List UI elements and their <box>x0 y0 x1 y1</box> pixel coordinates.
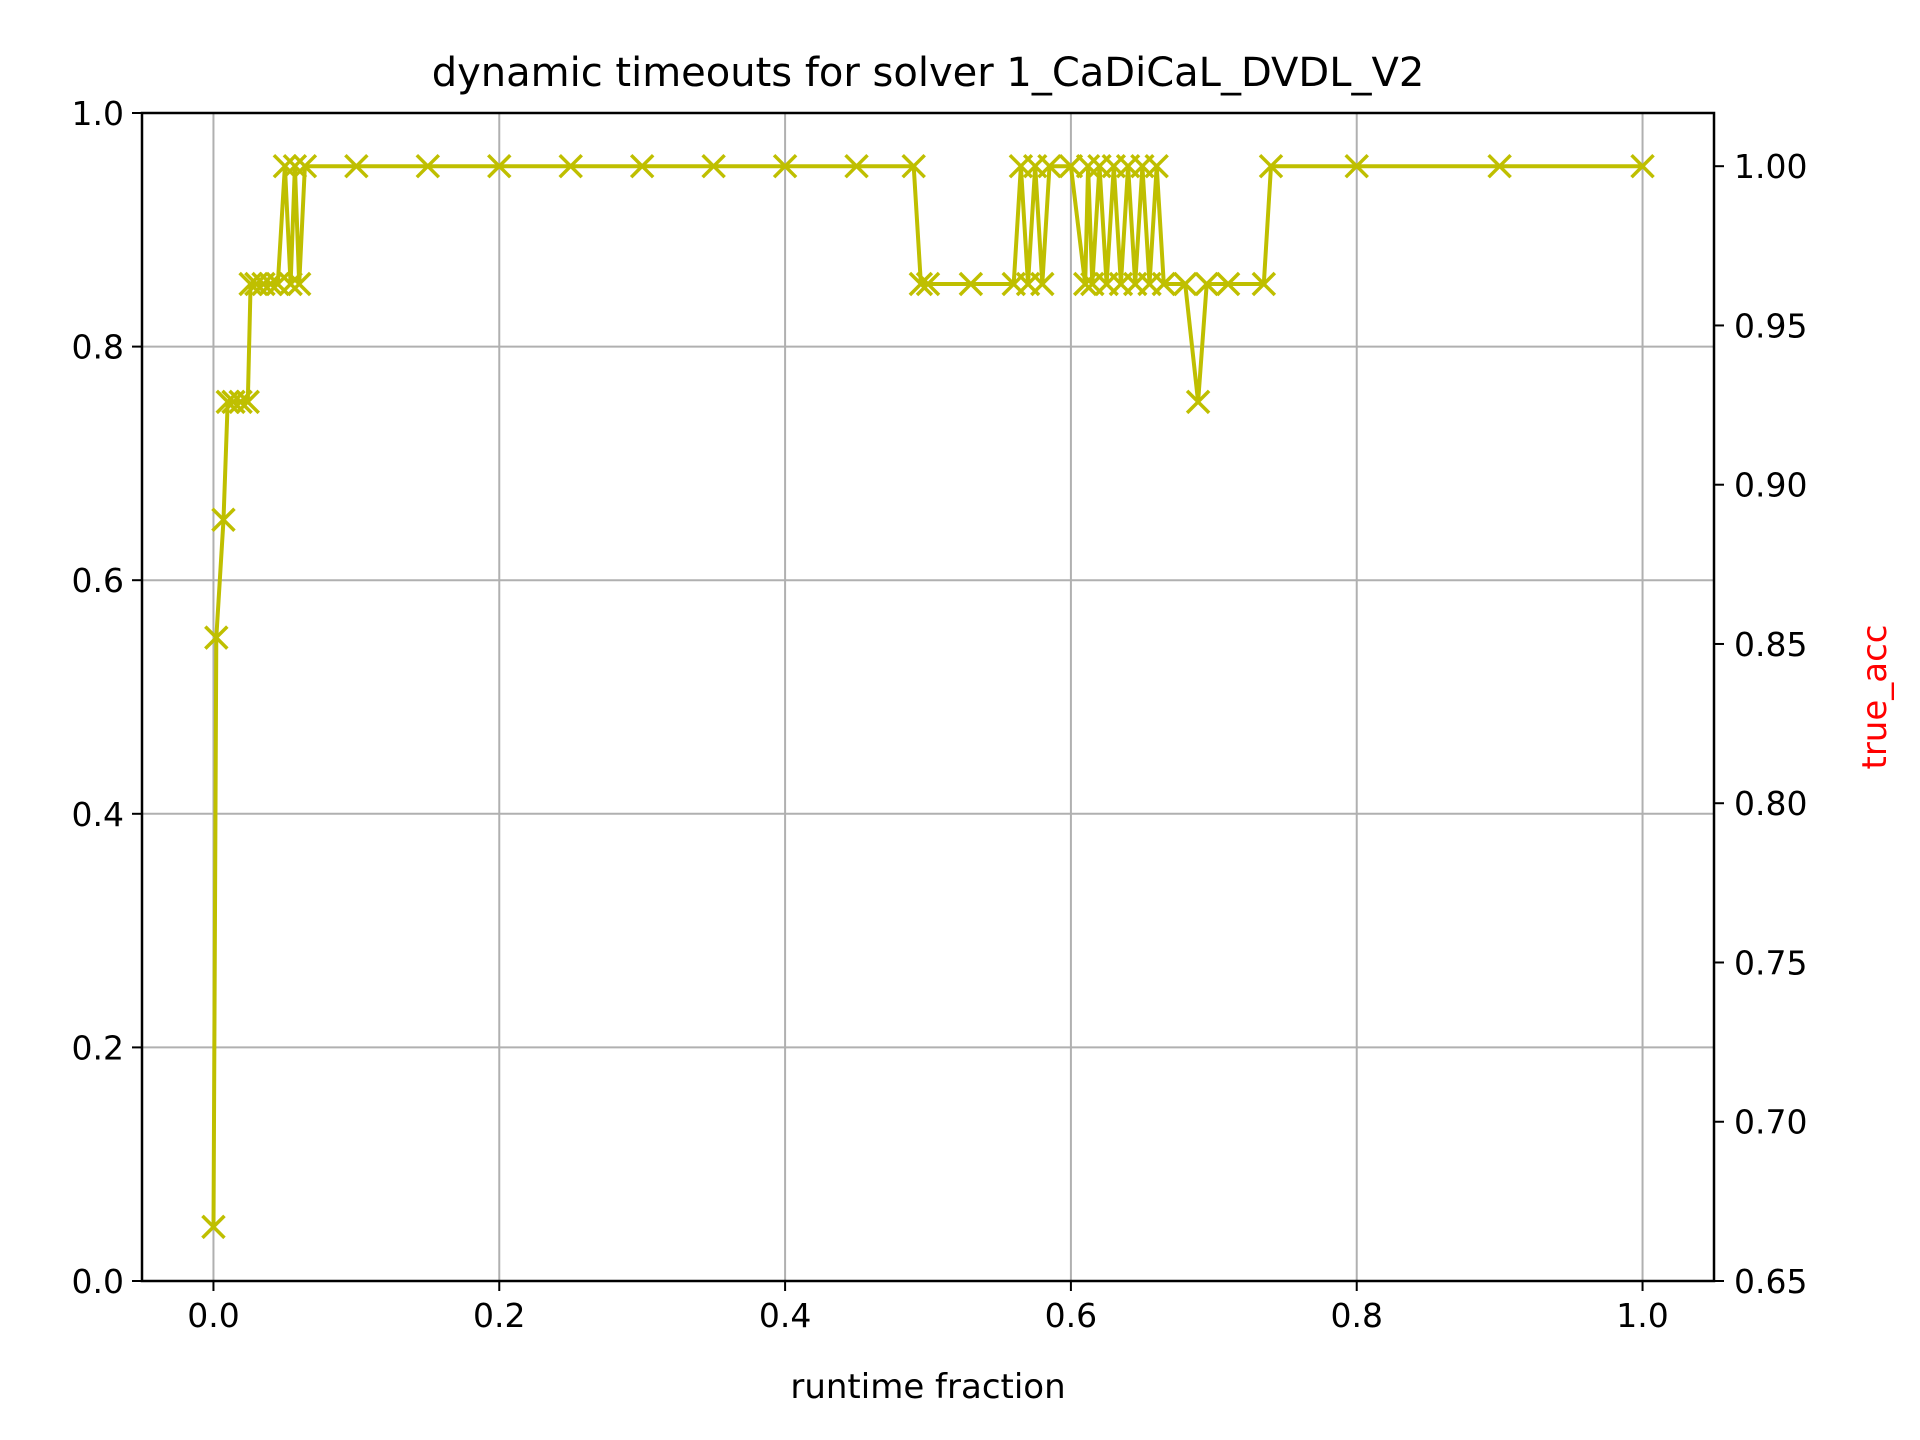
x-tick-label: 0.8 <box>1330 1296 1382 1335</box>
data-point-marker <box>1487 153 1512 179</box>
data-point-marker <box>201 1214 226 1240</box>
x-tick-label: 0.4 <box>759 1296 811 1335</box>
grid-lines <box>142 112 1714 1282</box>
x-tick-label: 0.2 <box>473 1296 525 1335</box>
y2-tick-label: 0.75 <box>1734 943 1807 982</box>
y-tick-label: 0.2 <box>72 1028 124 1067</box>
data-point-marker <box>1144 153 1169 179</box>
y2-tick-label: 0.95 <box>1734 306 1807 345</box>
data-point-marker <box>1251 271 1277 297</box>
x-axis-label: runtime fraction <box>790 1367 1065 1407</box>
x-tick-label: 1.0 <box>1616 1296 1668 1335</box>
data-point-marker <box>1173 271 1198 297</box>
data-point-marker <box>915 271 941 297</box>
y-tick-label: 1.0 <box>72 94 124 133</box>
data-point-marker <box>286 271 312 297</box>
data-point-marker <box>1185 389 1211 415</box>
data-point-marker <box>1215 271 1241 297</box>
y2-tick-label: 0.70 <box>1734 1103 1807 1142</box>
chart-title: dynamic timeouts for solver 1_CaDiCaL_DV… <box>432 50 1425 96</box>
data-point-marker <box>1630 153 1655 179</box>
x-tick-label: 0.6 <box>1045 1296 1097 1335</box>
data-point-marker <box>1151 271 1177 297</box>
y2-tick-label: 1.00 <box>1734 147 1807 186</box>
y-tick-label: 0.0 <box>72 1262 124 1301</box>
data-point-marker <box>901 153 926 179</box>
data-point-marker <box>1194 271 1219 297</box>
data-point-marker <box>344 153 369 179</box>
data-point-marker <box>844 153 869 179</box>
data-point-marker <box>415 153 441 179</box>
data-point-marker <box>272 153 298 179</box>
series-line <box>211 164 1643 1227</box>
data-point-marker <box>908 271 934 297</box>
data-point-marker <box>235 389 260 415</box>
data-point-marker <box>1037 153 1062 179</box>
data-point-marker <box>629 153 655 179</box>
data-point-marker <box>1058 153 1084 179</box>
data-point-marker <box>1258 153 1284 179</box>
data-point-marker <box>1072 271 1098 297</box>
y-tick-label: 0.6 <box>72 561 124 600</box>
data-point-marker <box>701 153 726 179</box>
data-point-marker <box>258 271 283 297</box>
ticks: 0.0 0.2 0.4 0.6 0.8 1.0 0.0 0.2 0.4 0.6 0.8 1.0 0.65… <box>72 94 1808 1335</box>
data-point-marker <box>558 153 583 179</box>
data-point-marker <box>211 507 236 532</box>
data-point-marker <box>1075 153 1101 179</box>
y2-tick-label: 0.80 <box>1734 784 1807 823</box>
y2-tick-label: 0.90 <box>1734 466 1807 505</box>
y2-axis-label: true_acc <box>1855 625 1895 770</box>
data-point-marker <box>292 153 318 179</box>
x-tick-label: 0.0 <box>187 1296 239 1335</box>
data-point-marker <box>487 153 512 179</box>
data-point-marker <box>772 153 798 179</box>
data-point-marker <box>958 271 984 297</box>
y-tick-label: 0.8 <box>72 328 124 367</box>
series-line-true-acc <box>201 153 1655 1240</box>
data-point-marker <box>278 271 303 297</box>
data-point-marker <box>228 389 253 415</box>
y2-tick-label: 0.85 <box>1734 625 1807 664</box>
data-point-marker <box>204 625 229 650</box>
data-point-marker <box>1344 153 1369 179</box>
axes-frame <box>140 111 1716 1283</box>
y-tick-label: 0.4 <box>72 795 124 834</box>
y2-tick-label: 0.65 <box>1734 1262 1807 1301</box>
data-point-marker <box>1030 271 1055 297</box>
data-point-marker <box>282 153 308 179</box>
plot-area-frame <box>140 111 1716 1283</box>
